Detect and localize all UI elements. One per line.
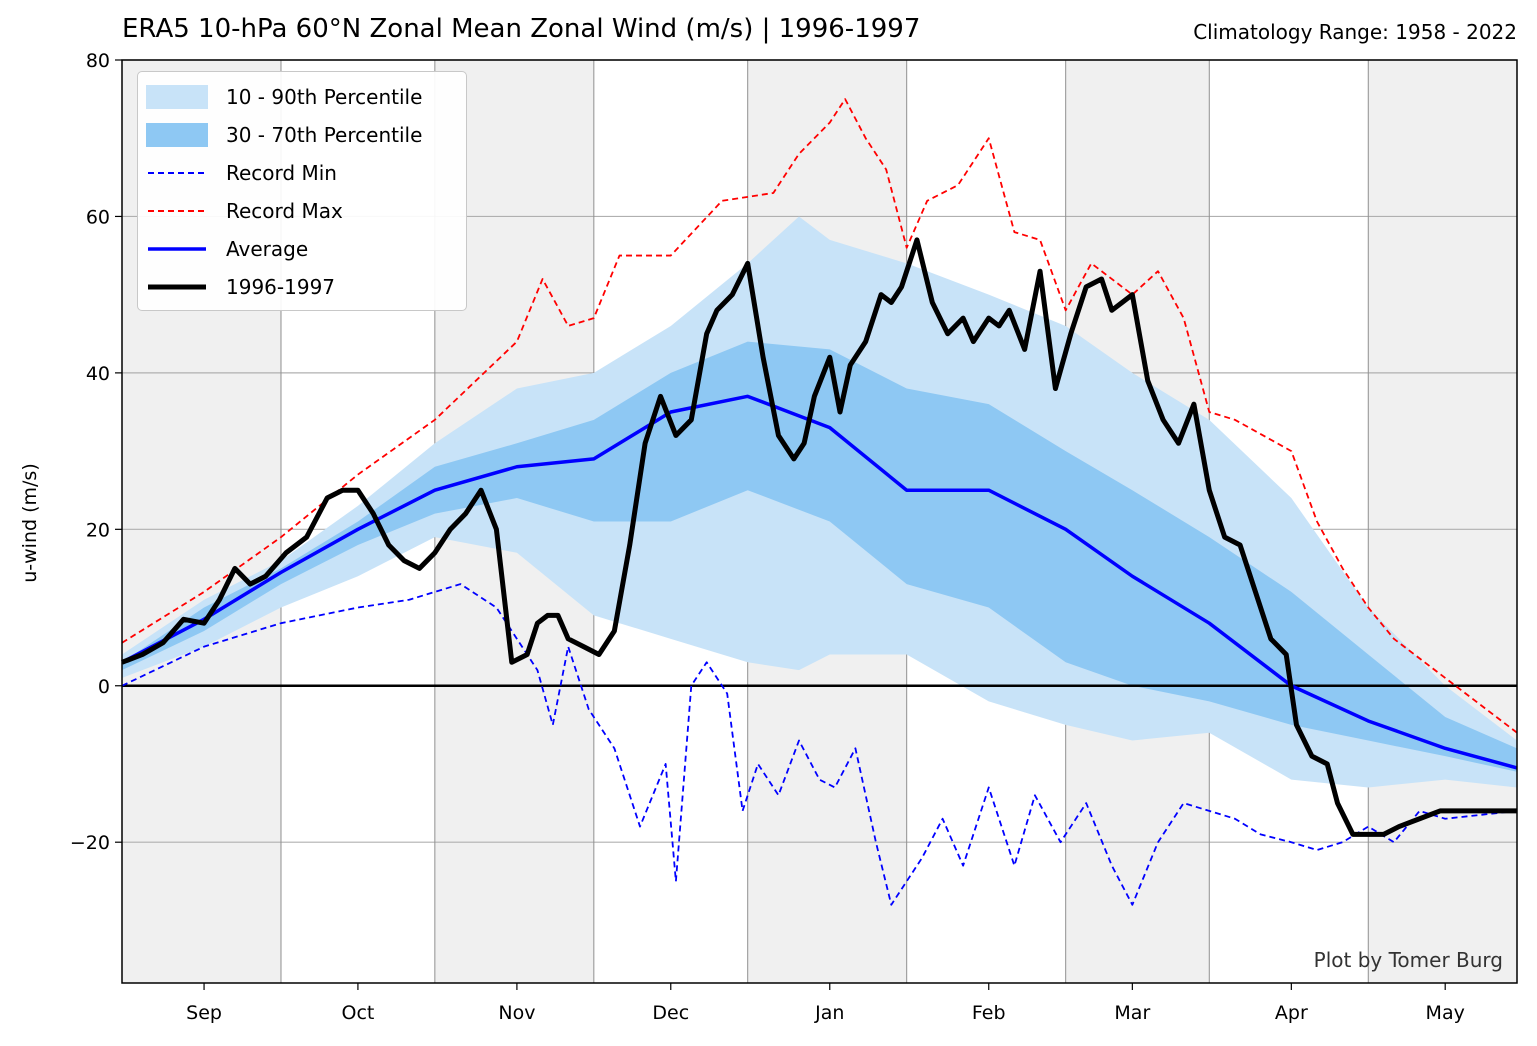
plot-border: [121, 59, 1518, 984]
legend-label-record-max: Record Max: [226, 199, 343, 223]
legend-label-30-70: 30 - 70th Percentile: [226, 123, 423, 147]
y-tick-label-5: 80: [86, 50, 110, 72]
plot-frame: [121, 59, 1518, 984]
series-lines: [121, 98, 1518, 906]
y-tick-label-2: 20: [86, 519, 110, 541]
legend-item-10-90: 10 - 90th Percentile: [146, 80, 464, 114]
y-axis-label: u-wind (m/s): [19, 463, 41, 583]
legend-label-average: Average: [226, 237, 309, 261]
shaded-period-4: [1368, 60, 1517, 983]
x-tick-label-apr: Apr: [1275, 1002, 1308, 1024]
legend: 10 - 90th Percentile 30 - 70th Percentil…: [137, 71, 467, 311]
x-tick-label-oct: Oct: [341, 1002, 374, 1024]
band-30-70-percentile: [122, 341, 1517, 772]
record-min-line: [121, 583, 1518, 906]
swatch-fill-30-70: [146, 123, 208, 147]
legend-item-season: 1996-1997: [146, 270, 464, 304]
legend-swatch-record-min: [148, 172, 206, 174]
swatch-fill-10-90: [146, 85, 208, 109]
legend-label-10-90: 10 - 90th Percentile: [226, 85, 423, 109]
legend-item-record-min: Record Min: [146, 156, 464, 190]
x-tick-label-feb: Feb: [972, 1002, 1006, 1024]
x-tick-label-mar: Mar: [1114, 1002, 1150, 1024]
legend-swatch-average: [148, 247, 206, 251]
season-1996-1997-line: [121, 237, 1517, 837]
x-tick-label-jan: Jan: [814, 1002, 844, 1024]
x-tick-label-may: May: [1426, 1002, 1465, 1024]
y-tick-label-0: −20: [70, 832, 110, 854]
average-line: [121, 394, 1518, 770]
chart-title: ERA5 10-hPa 60°N Zonal Mean Zonal Wind (…: [122, 14, 921, 44]
legend-swatch-record-max: [148, 210, 206, 212]
record-max-line: [121, 98, 1518, 734]
legend-item-average: Average: [146, 232, 464, 266]
x-tick-label-nov: Nov: [498, 1002, 535, 1024]
percentile-bands: [122, 216, 1517, 788]
climatology-range: Climatology Range: 1958 - 2022: [1193, 20, 1517, 44]
legend-swatch-30-70: [146, 123, 208, 147]
y-tick-label-4: 60: [86, 206, 110, 228]
y-tick-label-3: 40: [86, 363, 110, 385]
plot-credit: Plot by Tomer Burg: [1313, 948, 1503, 972]
y-tick-label-1: 0: [98, 676, 110, 698]
legend-swatch-season: [148, 284, 206, 290]
legend-item-30-70: 30 - 70th Percentile: [146, 118, 464, 152]
x-tick-label-dec: Dec: [652, 1002, 689, 1024]
legend-label-season: 1996-1997: [226, 275, 336, 299]
x-axis-ticks: Sep Oct Nov Dec Jan Feb Mar Apr May: [186, 983, 1465, 1024]
x-tick-label-sep: Sep: [186, 1002, 222, 1024]
legend-swatch-10-90: [146, 85, 208, 109]
y-axis-ticks: −20 0 20 40 60 80: [70, 50, 122, 854]
legend-item-record-max: Record Max: [146, 194, 464, 228]
legend-label-record-min: Record Min: [226, 161, 337, 185]
